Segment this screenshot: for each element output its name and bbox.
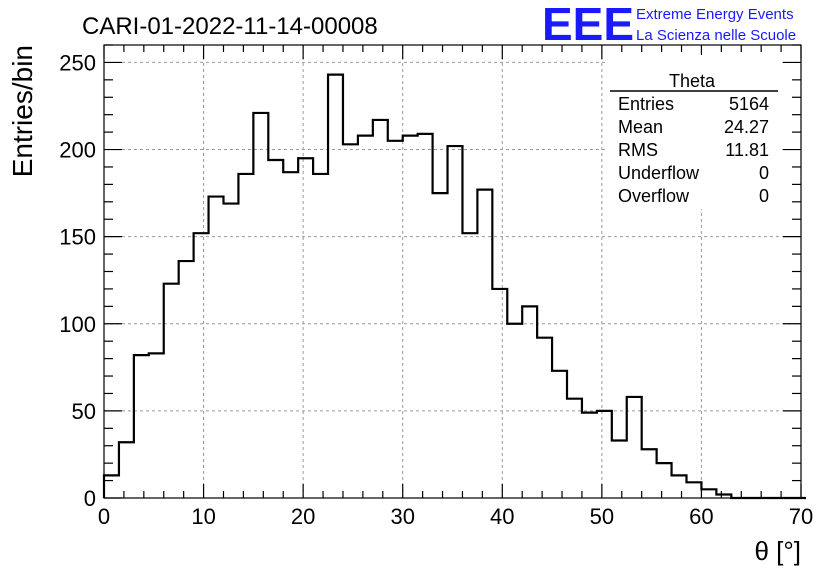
histogram-bin	[358, 136, 373, 498]
histogram-bin	[373, 120, 388, 498]
stats-row-label: Underflow	[618, 163, 700, 183]
histogram-bin	[433, 193, 448, 498]
histogram-bin	[268, 160, 283, 498]
stats-row-label: Mean	[618, 117, 663, 137]
y-tick-label: 50	[72, 399, 96, 424]
histogram-bin	[238, 174, 253, 498]
histogram-bin	[328, 75, 343, 498]
histogram-bin	[462, 233, 477, 498]
histogram-bin	[537, 338, 552, 498]
histogram-bin	[119, 442, 134, 498]
stats-row-value: 0	[759, 163, 769, 183]
y-axis-label: Entries/bin	[7, 45, 38, 177]
x-tick-label: 10	[191, 504, 215, 529]
histogram-bin	[672, 475, 687, 498]
histogram-bin	[418, 134, 433, 498]
x-tick-label: 50	[590, 504, 614, 529]
histogram-bin	[567, 399, 582, 498]
axis-tick-labels: 0 10 20 30 40 50 60 70 0 50 100 150 200 250	[59, 50, 813, 529]
histogram-bin	[492, 289, 507, 498]
y-tick-label: 200	[59, 138, 96, 163]
histogram-bin	[477, 190, 492, 498]
histogram-bars	[102, 73, 806, 500]
histogram-bin	[313, 174, 328, 498]
stats-row-label: RMS	[618, 140, 658, 160]
histogram-bin	[388, 141, 403, 498]
y-tick-label: 150	[59, 225, 96, 250]
x-tick-label: 70	[789, 504, 813, 529]
histogram-bin	[627, 397, 642, 498]
x-axis-label: θ [°]	[754, 536, 801, 566]
histogram-bin	[582, 413, 597, 498]
stats-row-label: Entries	[618, 94, 674, 114]
histogram-bin	[179, 261, 194, 498]
histogram-bin	[194, 233, 209, 498]
stats-row-label: Overflow	[618, 186, 690, 206]
histogram-bin	[253, 113, 268, 498]
y-tick-label: 100	[59, 312, 96, 337]
stats-row-value: 0	[759, 186, 769, 206]
x-tick-label: 20	[291, 504, 315, 529]
histogram-bin	[209, 197, 224, 498]
run-title: CARI-01-2022-11-14-00008	[82, 13, 378, 40]
histogram-bin	[403, 136, 418, 498]
histogram-bin	[223, 204, 238, 498]
histogram-bin	[701, 489, 716, 498]
x-tick-label: 60	[689, 504, 713, 529]
histogram-bin	[522, 306, 537, 498]
histogram-bin	[657, 463, 672, 498]
histogram-bin	[686, 482, 701, 498]
x-tick-label: 0	[98, 504, 110, 529]
histogram-bin	[283, 172, 298, 498]
org-name-line2: La Scienza nelle Scuole	[636, 27, 796, 44]
histogram-bin	[597, 411, 612, 498]
histogram-bin	[104, 475, 119, 498]
histogram-bin	[298, 158, 313, 498]
histogram-bin	[642, 449, 657, 498]
histogram-bin	[134, 355, 149, 498]
x-tick-label: 30	[390, 504, 414, 529]
stats-box-background	[608, 55, 780, 209]
stats-row-value: 24.27	[724, 117, 769, 137]
eee-logo: EEE	[542, 0, 634, 50]
stats-box: Theta Entries 5164 Mean 24.27 RMS 11.81 Underf…	[608, 55, 780, 209]
histogram-outline	[102, 73, 806, 500]
histogram-bin	[343, 144, 358, 498]
histogram-bin	[149, 353, 164, 498]
org-name-line1: Extreme Energy Events	[636, 6, 794, 23]
histogram-bin	[164, 284, 179, 498]
grid-lines	[104, 45, 801, 498]
y-tick-label: 0	[84, 486, 96, 511]
stats-row-value: 5164	[729, 94, 769, 114]
y-tick-label: 250	[59, 50, 96, 75]
stats-box-title: Theta	[669, 71, 716, 91]
histogram-bin	[612, 441, 627, 498]
histogram-bin	[448, 146, 463, 498]
histogram-bin	[552, 371, 567, 498]
stats-row-value: 11.81	[725, 140, 769, 160]
x-tick-label: 40	[490, 504, 514, 529]
axis-ticks	[103, 44, 802, 499]
